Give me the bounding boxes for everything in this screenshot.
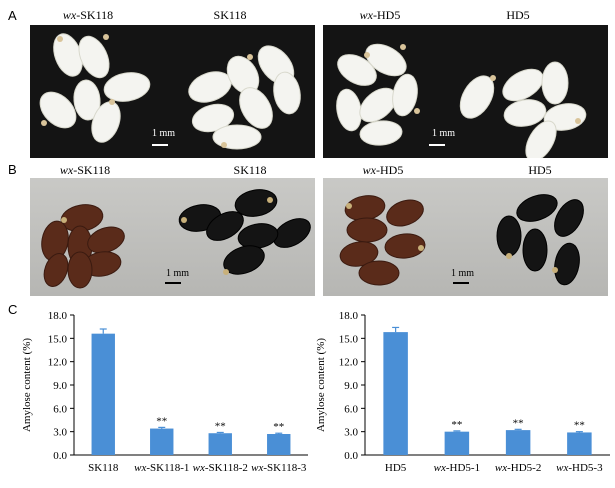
- y-tick-label: 18.0: [339, 310, 359, 322]
- photo-a-right: [323, 25, 608, 158]
- panel-letter-a: A: [8, 8, 17, 23]
- caption-a-right-1: wx-HD5: [359, 8, 401, 22]
- significance-label: **: [513, 417, 524, 429]
- significance-label: **: [574, 420, 585, 432]
- rice-grains-white-right: [336, 43, 587, 158]
- bar: [444, 431, 470, 455]
- caption-a-left-2: SK118: [213, 8, 247, 22]
- y-tick-label: 9.0: [53, 380, 67, 392]
- bar: [383, 332, 408, 455]
- significance-label: **: [451, 419, 462, 431]
- rice-grains-white-left: [39, 33, 301, 150]
- category-label: HD5: [385, 462, 407, 474]
- significance-label: **: [215, 420, 226, 432]
- bar: [505, 430, 531, 455]
- y-tick-label: 0.0: [344, 450, 358, 462]
- caption-b-left-2: SK118: [233, 163, 267, 177]
- y-tick-label: 3.0: [53, 427, 67, 439]
- caption-b-right-1: wx-HD5: [362, 163, 404, 177]
- y-tick-label: 12.0: [339, 357, 359, 369]
- photo-a-left: [30, 25, 315, 158]
- y-tick-label: 6.0: [53, 403, 67, 415]
- photo-b-left: [30, 178, 315, 296]
- bar: [267, 434, 291, 455]
- panel-letter-b: B: [8, 162, 17, 177]
- rice-grains-stained-right: [339, 194, 584, 286]
- caption-b-left-1: wx-SK118: [59, 163, 111, 177]
- bar-chart-svg: 0.0 3.0 6.0 9.0 12.0 15.0 18.0 Amylose content …: [315, 310, 610, 474]
- y-tick-label: 15.0: [339, 333, 359, 345]
- scale-label-a-left: 1 mm: [152, 128, 176, 139]
- category-label: wx-SK118-2: [193, 462, 248, 474]
- category-label: wx-SK118-1: [134, 462, 189, 474]
- amylose-chart-sk118: 0.0 3.0 6.0 9.0 12.0 15.0 18.0 Amylose content …: [10, 305, 315, 483]
- scale-label-b-right: 1 mm: [451, 268, 475, 279]
- caption-b-right-2: HD5: [528, 163, 552, 177]
- caption-a-right-2: HD5: [506, 8, 530, 22]
- significance-label: **: [156, 415, 167, 427]
- category-label: SK118: [88, 462, 119, 474]
- y-tick-label: 3.0: [344, 427, 358, 439]
- y-tick-label: 9.0: [344, 380, 358, 392]
- rice-grains-stained-left: [41, 189, 311, 289]
- amylose-chart-hd5: 0.0 3.0 6.0 9.0 12.0 15.0 18.0 Amylose content …: [312, 305, 612, 483]
- bar: [567, 432, 592, 455]
- bar: [150, 428, 174, 455]
- category-label: wx-HD5-1: [434, 462, 480, 474]
- y-axis-label: Amylose content (%): [315, 338, 327, 432]
- panel-letter-c: C: [8, 302, 18, 317]
- y-tick-label: 12.0: [48, 357, 68, 369]
- caption-a-left-1: wx-SK118: [62, 8, 114, 22]
- category-label: wx-HD5-3: [556, 462, 603, 474]
- category-label: wx-SK118-3: [251, 462, 307, 474]
- y-tick-label: 0.0: [53, 450, 67, 462]
- bar-chart-svg: 0.0 3.0 6.0 9.0 12.0 15.0 18.0 Amylose content …: [21, 310, 308, 474]
- photo-b-right: [323, 178, 608, 296]
- y-axis-label: Amylose content (%): [21, 338, 33, 432]
- y-tick-label: 18.0: [48, 310, 68, 322]
- bar: [91, 333, 115, 455]
- category-label: wx-HD5-2: [495, 462, 541, 474]
- y-tick-label: 15.0: [48, 333, 68, 345]
- bar: [208, 433, 232, 455]
- significance-label: **: [273, 421, 284, 433]
- scale-label-b-left: 1 mm: [166, 268, 190, 279]
- y-tick-label: 6.0: [344, 403, 358, 415]
- scale-label-a-right: 1 mm: [432, 128, 456, 139]
